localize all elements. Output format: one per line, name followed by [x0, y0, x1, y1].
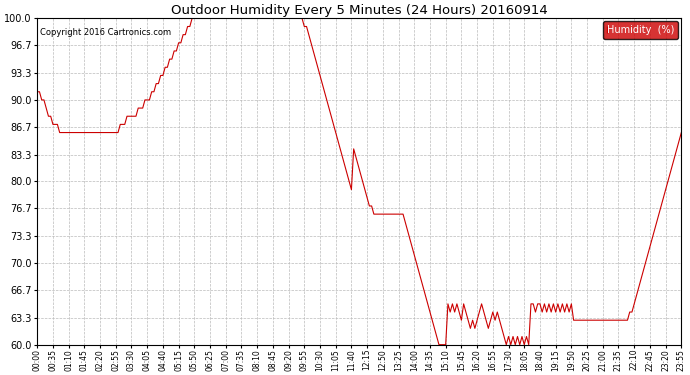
Text: Copyright 2016 Cartronics.com: Copyright 2016 Cartronics.com [41, 28, 172, 37]
Legend: Humidity  (%): Humidity (%) [603, 21, 678, 39]
Title: Outdoor Humidity Every 5 Minutes (24 Hours) 20160914: Outdoor Humidity Every 5 Minutes (24 Hou… [171, 4, 548, 17]
